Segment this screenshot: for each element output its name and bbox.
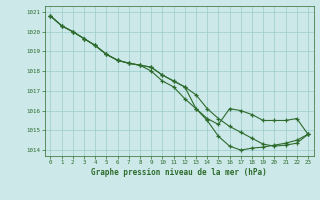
X-axis label: Graphe pression niveau de la mer (hPa): Graphe pression niveau de la mer (hPa) [91,168,267,177]
